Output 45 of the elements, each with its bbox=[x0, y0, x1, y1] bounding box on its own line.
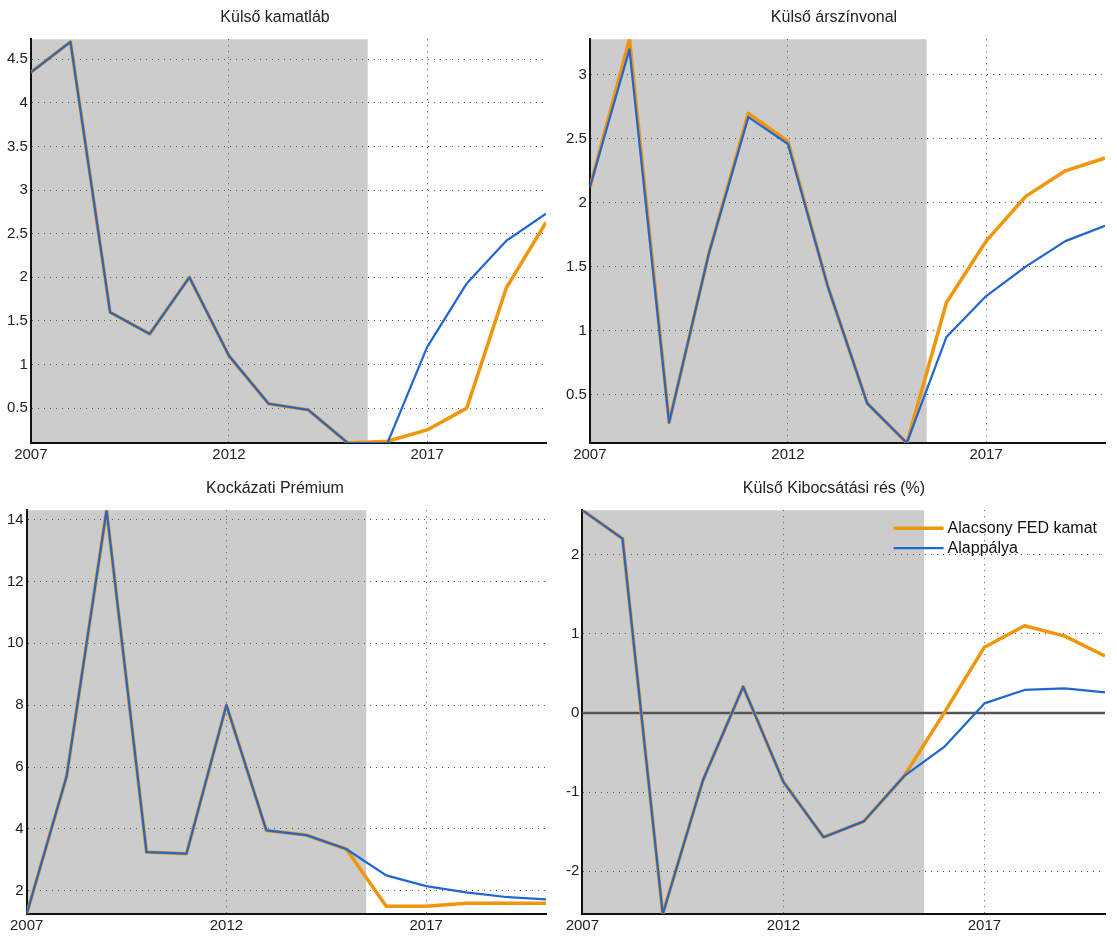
y-tick-label: 2 bbox=[570, 544, 580, 562]
y-tick-label: 8 bbox=[15, 695, 24, 713]
y-tick-label: 4 bbox=[19, 93, 28, 111]
chart-title: Külső Kibocsátási rés (%) bbox=[742, 479, 926, 497]
y-tick-label: 1 bbox=[578, 320, 587, 338]
y-tick-label: 6 bbox=[15, 757, 24, 775]
y-tick-label: 1.5 bbox=[565, 256, 587, 274]
y-tick-label: 3 bbox=[578, 65, 587, 83]
y-tick-label: 3 bbox=[19, 180, 28, 198]
chart-title: Külső árszínvonal bbox=[770, 8, 898, 26]
y-tick-label: 1.5 bbox=[6, 311, 28, 329]
y-tick-label: 4 bbox=[15, 819, 24, 837]
x-tick-label: 2012 bbox=[766, 916, 801, 934]
y-tick-label: 2 bbox=[19, 267, 28, 285]
y-tick-label: 2.5 bbox=[565, 129, 587, 147]
x-tick-label: 2007 bbox=[573, 445, 607, 463]
chart-title: Kockázati Prémium bbox=[206, 479, 344, 497]
x-tick-label: 2017 bbox=[410, 445, 444, 463]
x-tick-label: 2012 bbox=[209, 916, 244, 934]
x-tick-label: 2007 bbox=[14, 445, 48, 463]
y-tick-label: 0.5 bbox=[6, 398, 28, 416]
y-tick-label: 4.5 bbox=[6, 49, 28, 67]
y-tick-label: 0 bbox=[570, 703, 580, 721]
y-tick-label: 1 bbox=[570, 623, 580, 641]
y-tick-label: 0.5 bbox=[565, 384, 587, 402]
x-tick-label: 2007 bbox=[565, 916, 600, 934]
legend-label: Alappálya bbox=[947, 538, 1018, 556]
y-tick-label: 10 bbox=[7, 633, 24, 651]
x-tick-label: 2012 bbox=[212, 445, 246, 463]
y-tick-label: -2 bbox=[565, 861, 580, 879]
x-tick-label: 2017 bbox=[409, 916, 443, 934]
x-tick-label: 2017 bbox=[969, 445, 1003, 463]
x-tick-label: 2017 bbox=[967, 916, 1002, 934]
chart-title: Külső kamatláb bbox=[220, 8, 330, 26]
y-tick-label: 12 bbox=[7, 571, 24, 589]
x-tick-label: 2012 bbox=[771, 445, 805, 463]
y-tick-label: 3.5 bbox=[6, 136, 28, 154]
y-tick-label: 2 bbox=[578, 192, 587, 210]
y-tick-label: -1 bbox=[565, 782, 580, 800]
legend-label: Alacsony FED kamat bbox=[947, 518, 1098, 536]
x-tick-label: 2007 bbox=[10, 916, 44, 934]
y-tick-label: 1 bbox=[19, 354, 28, 372]
y-tick-label: 2.5 bbox=[6, 223, 28, 241]
y-tick-label: 14 bbox=[7, 509, 24, 527]
y-tick-label: 2 bbox=[15, 880, 24, 898]
